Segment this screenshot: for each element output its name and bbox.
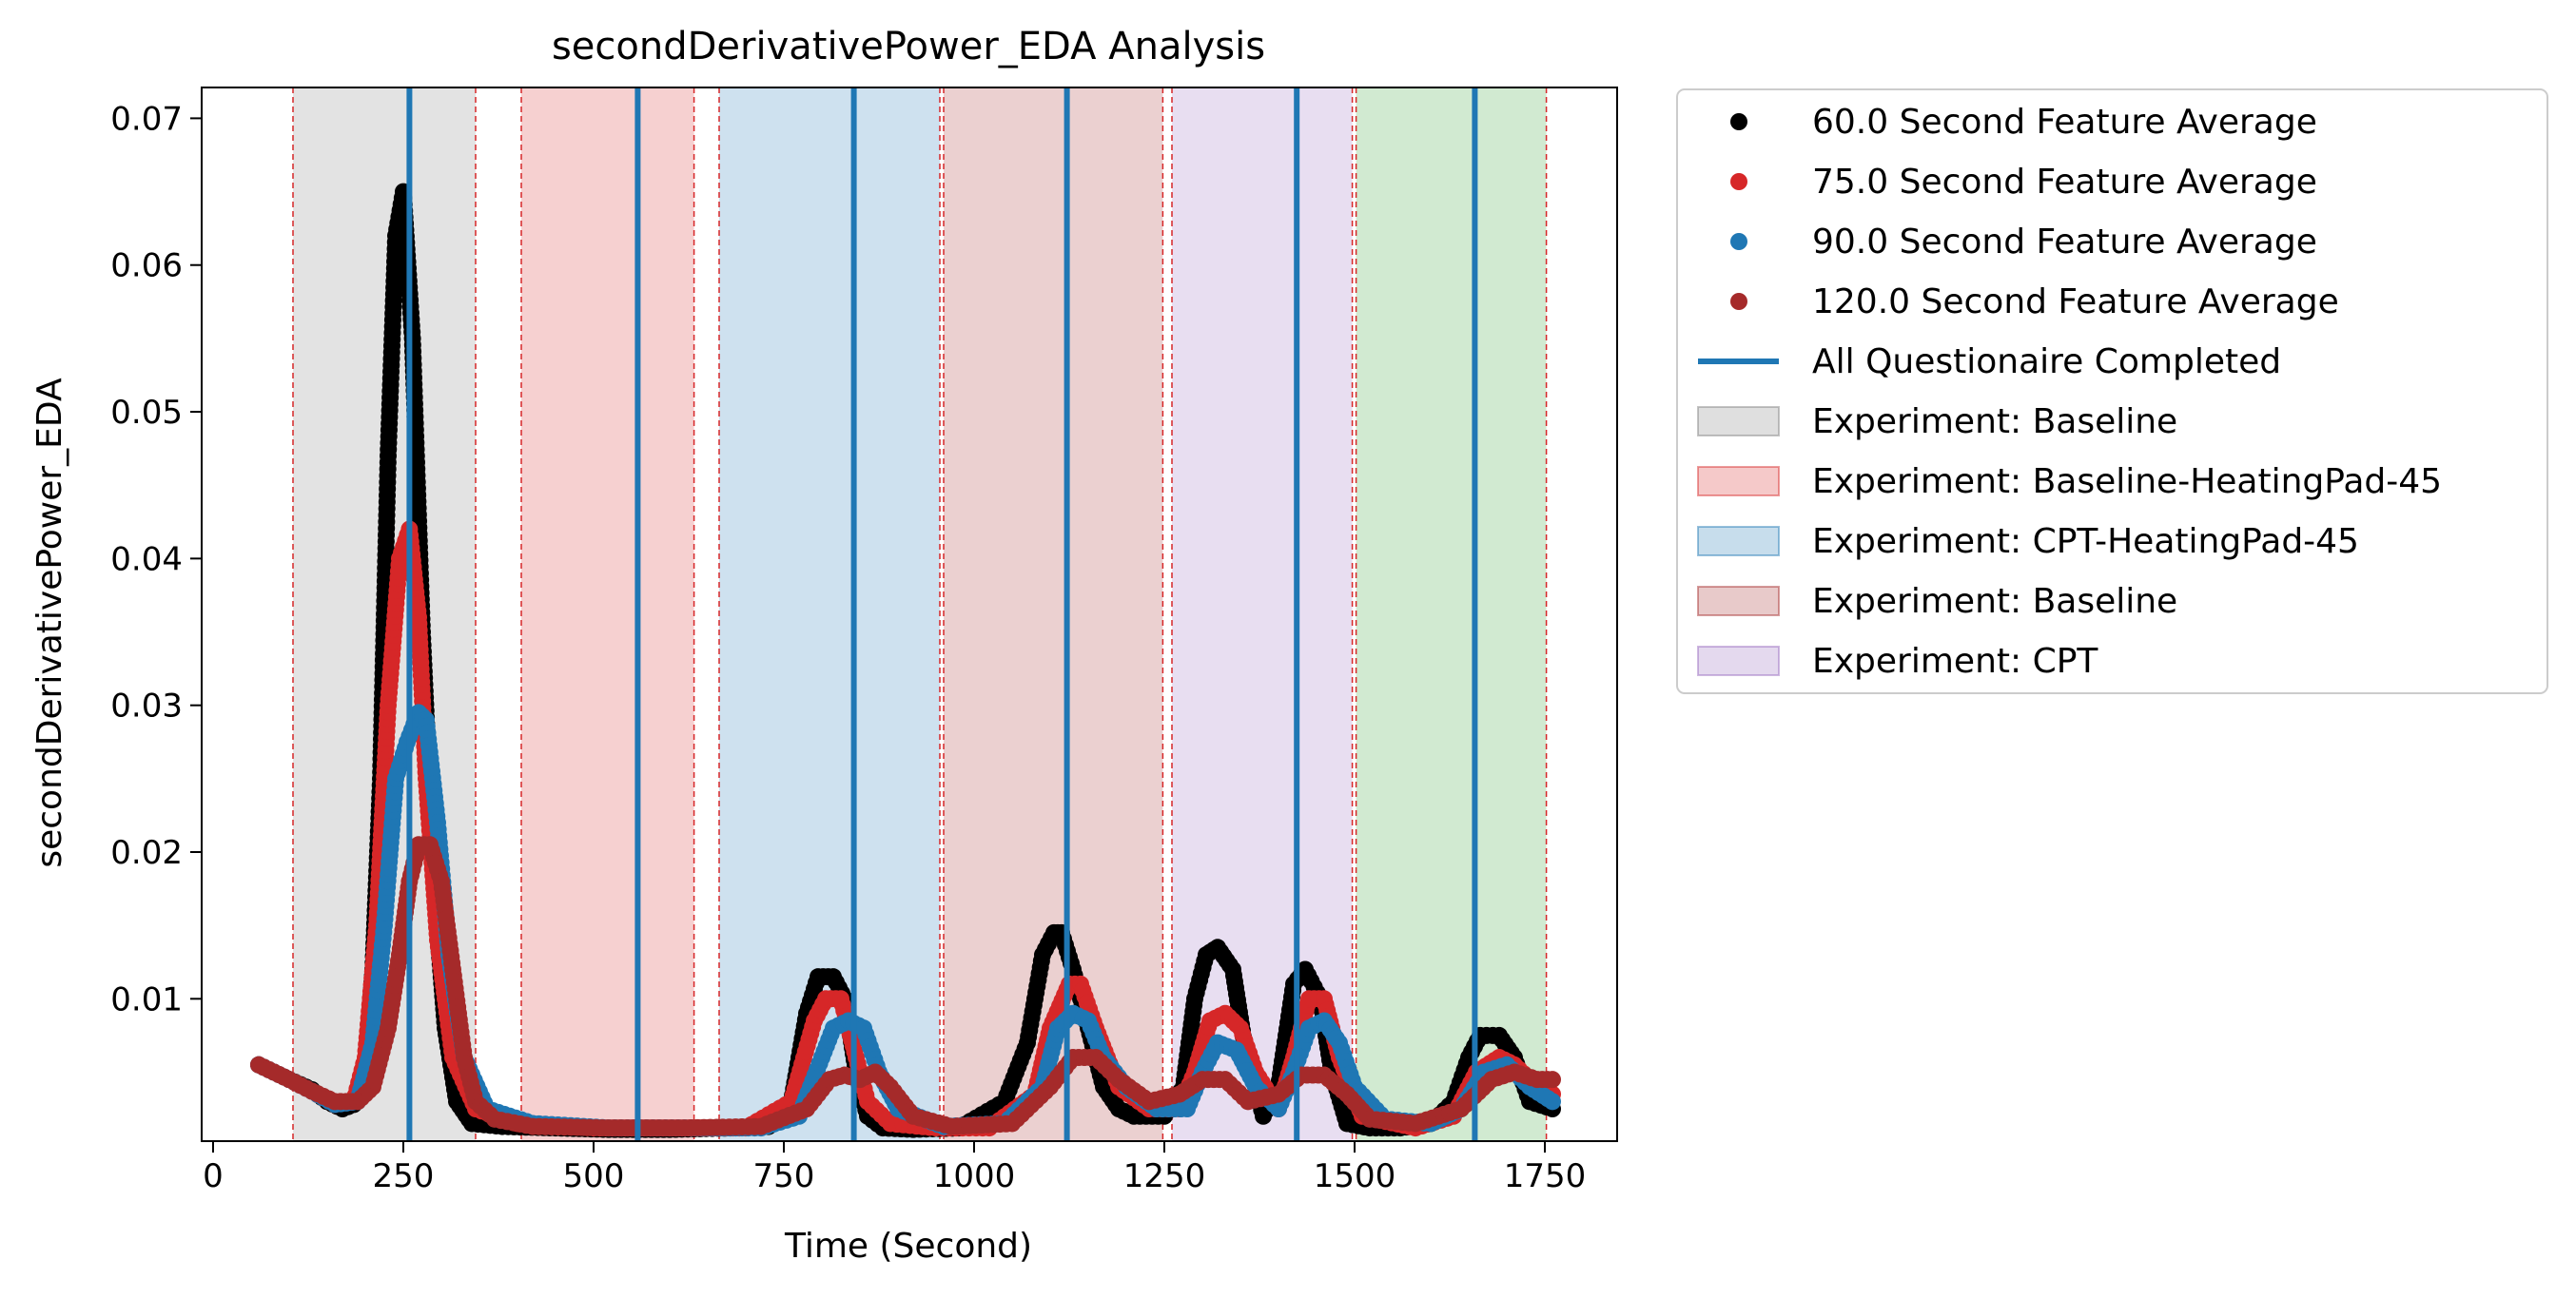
x-tick-label: 1500 [1314,1157,1396,1195]
y-tick-label: 0.04 [110,540,183,578]
experiment-spans [293,87,1547,1141]
legend-marker-experiment-4 [1697,586,1780,616]
legend-marker-experiment-5 [1697,646,1780,676]
y-tick-label: 0.07 [110,100,183,138]
legend-items: 60.0 Second Feature Average 75.0 Second F… [1697,103,2442,681]
y-tick-label: 0.06 [110,247,183,285]
y-tick-label: 0.01 [110,980,183,1018]
experiment-span-2 [521,87,694,1141]
y-tick-label: 0.02 [110,834,183,872]
legend-marker-series-1 [1730,113,1747,130]
x-tick-label: 1250 [1123,1157,1206,1195]
x-axis-label: Time (Second) [784,1227,1032,1266]
experiment-span-6 [1356,87,1547,1141]
legend-marker-experiment-3 [1697,526,1780,556]
x-tick-label: 1000 [933,1157,1016,1195]
y-axis-ticks: 0.01 0.02 0.03 0.04 0.05 0.06 0.07 [110,100,202,1018]
x-tick-label: 1750 [1504,1157,1587,1195]
y-tick-label: 0.03 [110,688,183,726]
legend-marker-experiment-1 [1697,406,1780,436]
data-series [250,183,1561,1138]
legend-marker-series-4 [1730,293,1747,310]
legend-box [1676,88,2548,694]
legend-label-experiment-4: Experiment: Baseline [1812,582,2177,621]
x-tick-label: 0 [203,1157,224,1195]
x-tick-label: 250 [373,1157,435,1195]
experiment-span-4 [944,87,1163,1141]
chart-title: secondDerivativePower_EDA Analysis [552,25,1265,68]
experiment-boundaries [292,87,1548,1141]
legend-marker-experiment-2 [1697,466,1780,496]
series-4 [250,836,1561,1137]
legend-marker-series-2 [1730,173,1747,190]
legend-label-series-3: 90.0 Second Feature Average [1812,223,2317,262]
plot-frame [201,87,1618,1142]
experiment-span-3 [719,87,940,1141]
series-3-point [1544,1093,1561,1111]
legend: 60.0 Second Feature Average 75.0 Second F… [1676,88,2548,694]
legend-label-questionnaire: All Questionaire Completed [1812,342,2281,381]
y-axis-label: secondDerivativePower_EDA [30,378,69,868]
legend-label-series-2: 75.0 Second Feature Average [1812,163,2317,202]
legend-label-experiment-2: Experiment: Baseline-HeatingPad-45 [1812,462,2442,501]
legend-label-series-1: 60.0 Second Feature Average [1812,103,2317,142]
series-4-point [1544,1071,1561,1089]
x-tick-label: 750 [753,1157,815,1195]
x-axis-ticks: 0 250 500 750 1000 1250 1500 1750 [203,1141,1586,1195]
legend-label-experiment-3: Experiment: CPT-HeatingPad-45 [1812,522,2359,561]
x-tick-label: 500 [563,1157,625,1195]
legend-label-series-4: 120.0 Second Feature Average [1812,282,2339,321]
legend-label-experiment-1: Experiment: Baseline [1812,402,2177,441]
questionnaire-lines [406,87,1478,1141]
legend-marker-series-3 [1730,233,1747,250]
y-tick-label: 0.05 [110,394,183,432]
legend-label-experiment-5: Experiment: CPT [1812,642,2098,681]
